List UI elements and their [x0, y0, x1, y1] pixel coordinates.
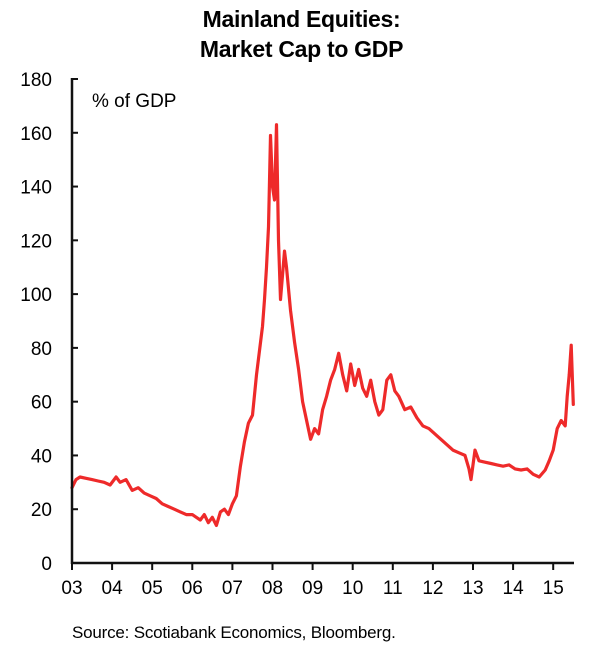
x-tick-label: 10	[342, 578, 363, 599]
chart-title: Mainland Equities: Market Cap to GDP	[0, 4, 603, 64]
y-axis-unit-label: % of GDP	[92, 91, 176, 112]
y-tick-label: 100	[20, 285, 52, 306]
series-line-market-cap-to-gdp	[70, 123, 575, 527]
x-tick-label: 06	[182, 578, 203, 599]
x-tick-label: 04	[102, 578, 124, 599]
x-tick-label: 15	[543, 578, 564, 599]
chart-title-line1: Mainland Equities:	[202, 6, 401, 32]
x-tick-label: 12	[422, 578, 443, 599]
y-tick-label: 20	[31, 500, 52, 521]
y-tick-label: 40	[31, 446, 52, 467]
y-tick-label: 120	[20, 231, 52, 252]
y-tick-label: 180	[20, 70, 52, 91]
y-tick-label: 80	[31, 339, 52, 360]
y-tick-label: 140	[20, 178, 52, 199]
x-tick-label: 13	[462, 578, 483, 599]
x-tick-label: 03	[61, 578, 82, 599]
x-axis-ticks: 03 04 05 06 07 08 09 10 11 12 13 14 15	[61, 563, 564, 599]
x-tick-label: 09	[302, 578, 323, 599]
y-tick-label: 0	[41, 554, 52, 575]
x-tick-label: 11	[383, 578, 403, 599]
y-tick-label: 60	[31, 393, 52, 414]
x-tick-label: 05	[142, 578, 163, 599]
y-tick-label: 160	[20, 124, 52, 145]
x-tick-label: 08	[262, 578, 283, 599]
x-tick-label: 07	[222, 578, 243, 599]
y-axis-ticks: 0 20 40 60 80 100 120 140 160 180	[20, 70, 78, 575]
x-tick-label: 14	[503, 578, 525, 599]
source-note: Source: Scotiabank Economics, Bloomberg.	[72, 623, 396, 642]
chart-subtitle: Market Cap to GDP	[199, 36, 404, 62]
